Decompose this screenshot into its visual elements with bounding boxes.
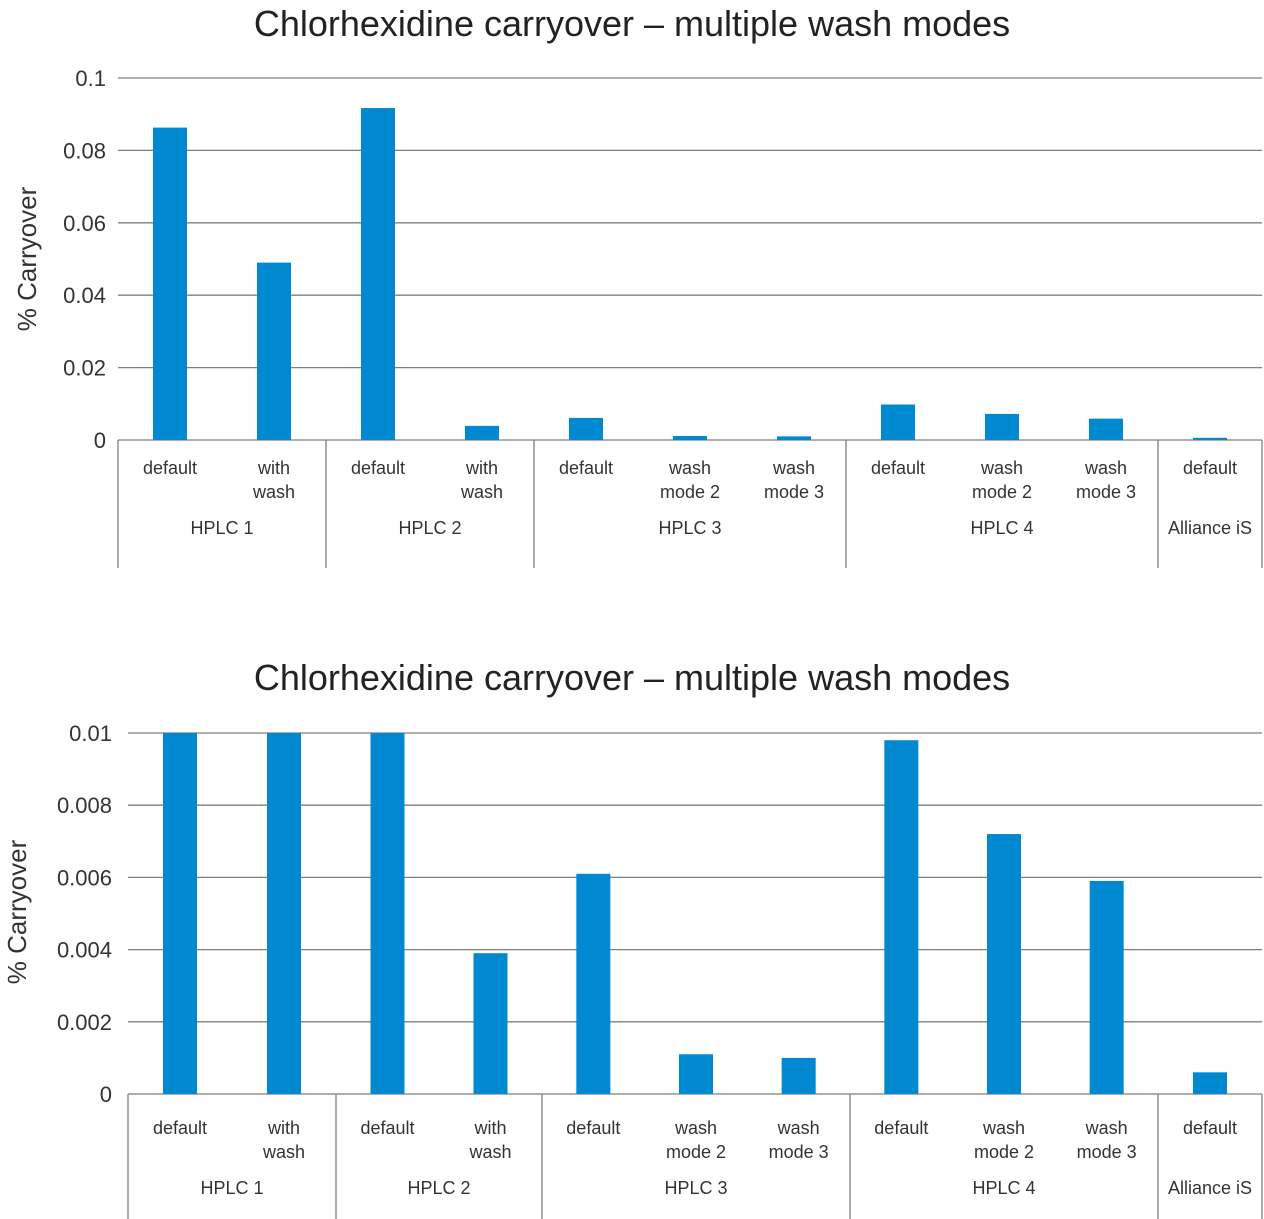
bar bbox=[777, 436, 811, 440]
bar bbox=[1193, 437, 1227, 440]
category-label: wash bbox=[980, 458, 1023, 478]
y-tick-label: 0.002 bbox=[57, 1010, 112, 1035]
category-label: wash bbox=[262, 1142, 305, 1162]
y-tick-label: 0.004 bbox=[57, 938, 112, 963]
category-label: default bbox=[143, 458, 197, 478]
chart-1: Chlorhexidine carryover – multiple wash … bbox=[12, 3, 1263, 568]
bar bbox=[673, 436, 707, 440]
category-label: default bbox=[1183, 458, 1237, 478]
y-axis-label: % Carryover bbox=[12, 186, 42, 331]
y-tick-label: 0.01 bbox=[69, 721, 112, 746]
y-tick-label: 0.04 bbox=[63, 283, 106, 308]
category-label: wash bbox=[1085, 1118, 1128, 1138]
chart-title: Chlorhexidine carryover – multiple wash … bbox=[254, 3, 1010, 44]
bar bbox=[465, 425, 499, 440]
category-label: wash bbox=[1084, 458, 1127, 478]
bar bbox=[473, 953, 508, 1094]
category-label: mode 2 bbox=[972, 482, 1032, 502]
y-tick-label: 0.008 bbox=[57, 793, 112, 818]
category-label: mode 3 bbox=[1076, 482, 1136, 502]
y-tick-label: 0.08 bbox=[63, 138, 106, 163]
bar bbox=[679, 1054, 713, 1094]
category-label: default bbox=[351, 458, 405, 478]
bar bbox=[163, 733, 197, 1094]
category-label: default bbox=[566, 1118, 620, 1138]
bar bbox=[569, 417, 603, 440]
y-tick-label: 0.1 bbox=[75, 66, 106, 91]
group-label: HPLC 3 bbox=[664, 1178, 727, 1198]
category-label: wash bbox=[982, 1118, 1025, 1138]
bar bbox=[576, 873, 611, 1094]
chart-2: Chlorhexidine carryover – multiple wash … bbox=[2, 657, 1263, 1219]
bar bbox=[985, 413, 1019, 440]
bar bbox=[1089, 418, 1123, 440]
category-label: with bbox=[473, 1118, 506, 1138]
category-label: mode 2 bbox=[660, 482, 720, 502]
y-tick-label: 0.02 bbox=[63, 356, 106, 381]
group-label: Alliance iS bbox=[1168, 518, 1252, 538]
bar bbox=[881, 404, 915, 440]
bar bbox=[1089, 881, 1124, 1094]
bar bbox=[361, 108, 395, 441]
bar bbox=[153, 127, 187, 441]
category-label: mode 3 bbox=[1077, 1142, 1137, 1162]
category-label: wash bbox=[468, 1142, 511, 1162]
category-label: default bbox=[874, 1118, 928, 1138]
category-label: default bbox=[153, 1118, 207, 1138]
y-tick-label: 0.006 bbox=[57, 865, 112, 890]
category-label: mode 2 bbox=[666, 1142, 726, 1162]
category-label: with bbox=[267, 1118, 300, 1138]
group-label: HPLC 4 bbox=[972, 1178, 1035, 1198]
category-label: wash bbox=[252, 482, 295, 502]
group-label: HPLC 2 bbox=[407, 1178, 470, 1198]
y-tick-label: 0 bbox=[100, 1082, 112, 1107]
group-label: HPLC 4 bbox=[970, 518, 1033, 538]
category-label: mode 2 bbox=[974, 1142, 1034, 1162]
category-label: mode 3 bbox=[769, 1142, 829, 1162]
category-label: wash bbox=[668, 458, 711, 478]
bar bbox=[267, 733, 301, 1094]
category-label: wash bbox=[777, 1118, 820, 1138]
group-label: HPLC 1 bbox=[190, 518, 253, 538]
bar bbox=[1193, 1072, 1227, 1094]
bar bbox=[257, 262, 291, 440]
bar bbox=[781, 1057, 816, 1094]
bar bbox=[370, 733, 405, 1094]
group-label: HPLC 2 bbox=[398, 518, 461, 538]
category-label: default bbox=[360, 1118, 414, 1138]
category-label: default bbox=[1183, 1118, 1237, 1138]
category-label: wash bbox=[460, 482, 503, 502]
group-label: HPLC 3 bbox=[658, 518, 721, 538]
category-label: with bbox=[465, 458, 498, 478]
bar bbox=[884, 740, 919, 1094]
bar bbox=[987, 834, 1021, 1094]
category-label: mode 3 bbox=[764, 482, 824, 502]
category-label: wash bbox=[772, 458, 815, 478]
category-label: default bbox=[871, 458, 925, 478]
chart-title: Chlorhexidine carryover – multiple wash … bbox=[254, 657, 1010, 698]
y-tick-label: 0.06 bbox=[63, 211, 106, 236]
y-axis-label: % Carryover bbox=[2, 839, 32, 984]
group-label: Alliance iS bbox=[1168, 1178, 1252, 1198]
category-label: wash bbox=[674, 1118, 717, 1138]
y-tick-label: 0 bbox=[94, 428, 106, 453]
category-label: default bbox=[559, 458, 613, 478]
category-label: with bbox=[257, 458, 290, 478]
group-label: HPLC 1 bbox=[200, 1178, 263, 1198]
